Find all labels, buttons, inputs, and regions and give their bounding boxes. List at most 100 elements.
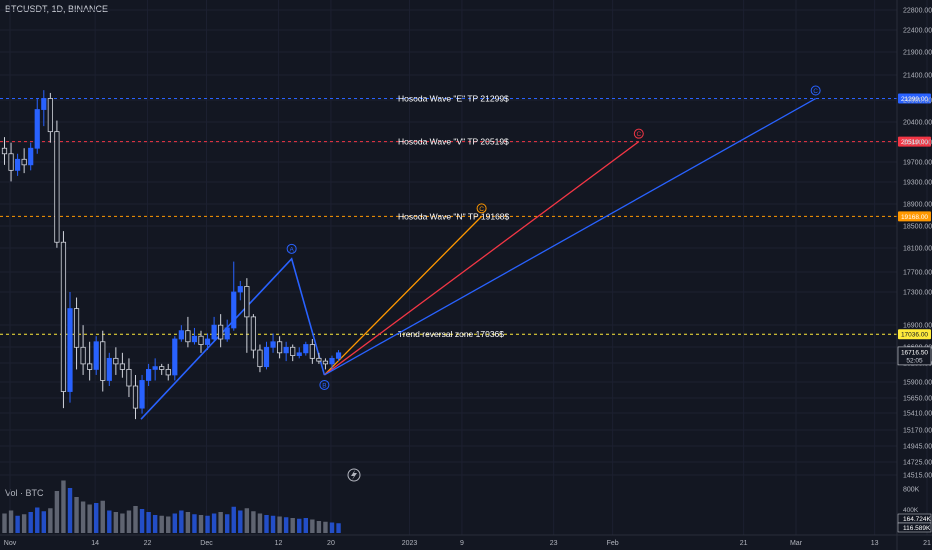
- candle-body: [67, 308, 73, 392]
- candle-body: [139, 380, 145, 409]
- volume-bar: [323, 521, 328, 533]
- x-tick-label: 2023: [402, 540, 418, 547]
- volume-bar: [133, 506, 138, 533]
- candle-body: [126, 369, 132, 387]
- level-price-tag-text: 19168.00: [901, 214, 928, 221]
- volume-bar: [244, 508, 250, 533]
- y-tick-label: 16900.00: [903, 323, 932, 330]
- candle-body: [198, 335, 204, 345]
- volume-bar: [238, 510, 243, 533]
- candle-body: [119, 363, 125, 370]
- volume-bar: [126, 510, 132, 533]
- candle-body: [335, 352, 342, 359]
- volume-bar: [87, 504, 92, 533]
- volume-bar: [152, 515, 158, 533]
- volume-tag-text: 164.724K: [903, 516, 931, 523]
- volume-bar: [192, 514, 197, 533]
- candle-body: [80, 346, 86, 365]
- y-tick-label: 15900.00: [903, 380, 932, 387]
- volume-bar: [310, 519, 315, 533]
- volume-bar: [290, 518, 295, 533]
- x-tick-label: 12: [275, 540, 283, 547]
- y-tick-label: 22800.00: [903, 8, 932, 15]
- candle-body: [250, 316, 256, 351]
- volume-bar: [329, 522, 335, 533]
- volume-bar: [257, 513, 263, 533]
- level-price-tag: [898, 136, 931, 147]
- volume-bar: [74, 497, 79, 533]
- current-price-tag: [897, 346, 932, 366]
- candle-body: [303, 344, 309, 354]
- candle-body: [152, 366, 158, 370]
- candle-body: [113, 357, 119, 365]
- candle-body: [185, 330, 191, 343]
- volume-bar: [264, 515, 269, 533]
- y-tick-label: 20900.00: [903, 98, 932, 105]
- volume-bar: [251, 511, 256, 533]
- wave-point-label: C: [479, 206, 484, 213]
- volume-bar: [35, 507, 40, 533]
- wave-point-label: C: [813, 88, 818, 95]
- candle-body: [100, 341, 106, 381]
- candle-body: [41, 98, 47, 110]
- y-tick-label: 14515.00: [903, 473, 932, 480]
- candle-body: [34, 109, 40, 149]
- volume-bar: [198, 515, 204, 533]
- volume-bar: [67, 488, 73, 533]
- wave-point-marker: [476, 203, 487, 214]
- y-tick-label: 15410.00: [903, 411, 932, 418]
- level-price-tag: [898, 329, 931, 340]
- volume-tag: [897, 522, 932, 533]
- wave-projection-line[interactable]: [324, 97, 816, 376]
- target-levels: Hosoda Wave "E" TP 21299$ 21299.00 Hosoda …: [0, 93, 931, 340]
- volume-bar: [270, 515, 276, 533]
- x-tick-label: 21: [740, 540, 748, 547]
- volume-bar: [48, 508, 53, 533]
- y-tick-label: 17700.00: [903, 270, 932, 277]
- level-price-tag-text: 21299.00: [901, 96, 928, 103]
- lightning-icon[interactable]: [347, 468, 361, 482]
- x-tick-label: Nov: [4, 540, 17, 547]
- y-tick-label: 19700.00: [903, 160, 932, 167]
- candle-body: [244, 286, 250, 318]
- candle-body: [257, 349, 263, 368]
- volume-bar: [100, 500, 105, 533]
- volume-bar: [172, 513, 177, 533]
- x-tick-label: 23: [550, 540, 558, 547]
- candle-body: [191, 335, 198, 343]
- wave-projection-line[interactable]: [324, 141, 640, 376]
- wave-point-label: C: [636, 131, 641, 138]
- y-tick-label: 14945.00: [903, 444, 932, 451]
- volume-bar: [159, 515, 164, 533]
- level-price-tag-text: 20519.00: [901, 139, 928, 146]
- x-tick-label: 14: [91, 540, 99, 547]
- level-price-tag: [898, 211, 931, 222]
- candle-body: [21, 158, 27, 166]
- wave-point-marker: [810, 85, 821, 96]
- candle-body: [224, 327, 230, 340]
- volume-bar: [94, 503, 99, 533]
- candle-body: [14, 158, 21, 171]
- candle-body: [309, 344, 315, 359]
- wave-point-marker: [319, 379, 330, 390]
- candle-body: [47, 98, 53, 133]
- wave-projection-line[interactable]: [323, 215, 483, 376]
- volume-bar: [211, 513, 217, 533]
- candle-body: [145, 369, 152, 381]
- wave-point-marker: [633, 128, 644, 139]
- candle-body: [8, 153, 14, 171]
- candle-body: [1, 147, 8, 155]
- volume-bar: [41, 511, 46, 533]
- candle-body: [276, 341, 283, 354]
- y-tick-label: 18100.00: [903, 246, 932, 253]
- level-label: Hosoda Wave "V" TP 20519$: [398, 137, 509, 147]
- volume-bars: [2, 480, 341, 533]
- wave-abc-path[interactable]: [140, 257, 326, 420]
- wave-point-marker: [286, 243, 297, 254]
- y-tick-label: 14725.00: [903, 460, 932, 467]
- y-tick-label: 18900.00: [903, 202, 932, 209]
- y-tick-label: 18500.00: [903, 224, 932, 231]
- y-tick-label: 20400.00: [903, 120, 932, 127]
